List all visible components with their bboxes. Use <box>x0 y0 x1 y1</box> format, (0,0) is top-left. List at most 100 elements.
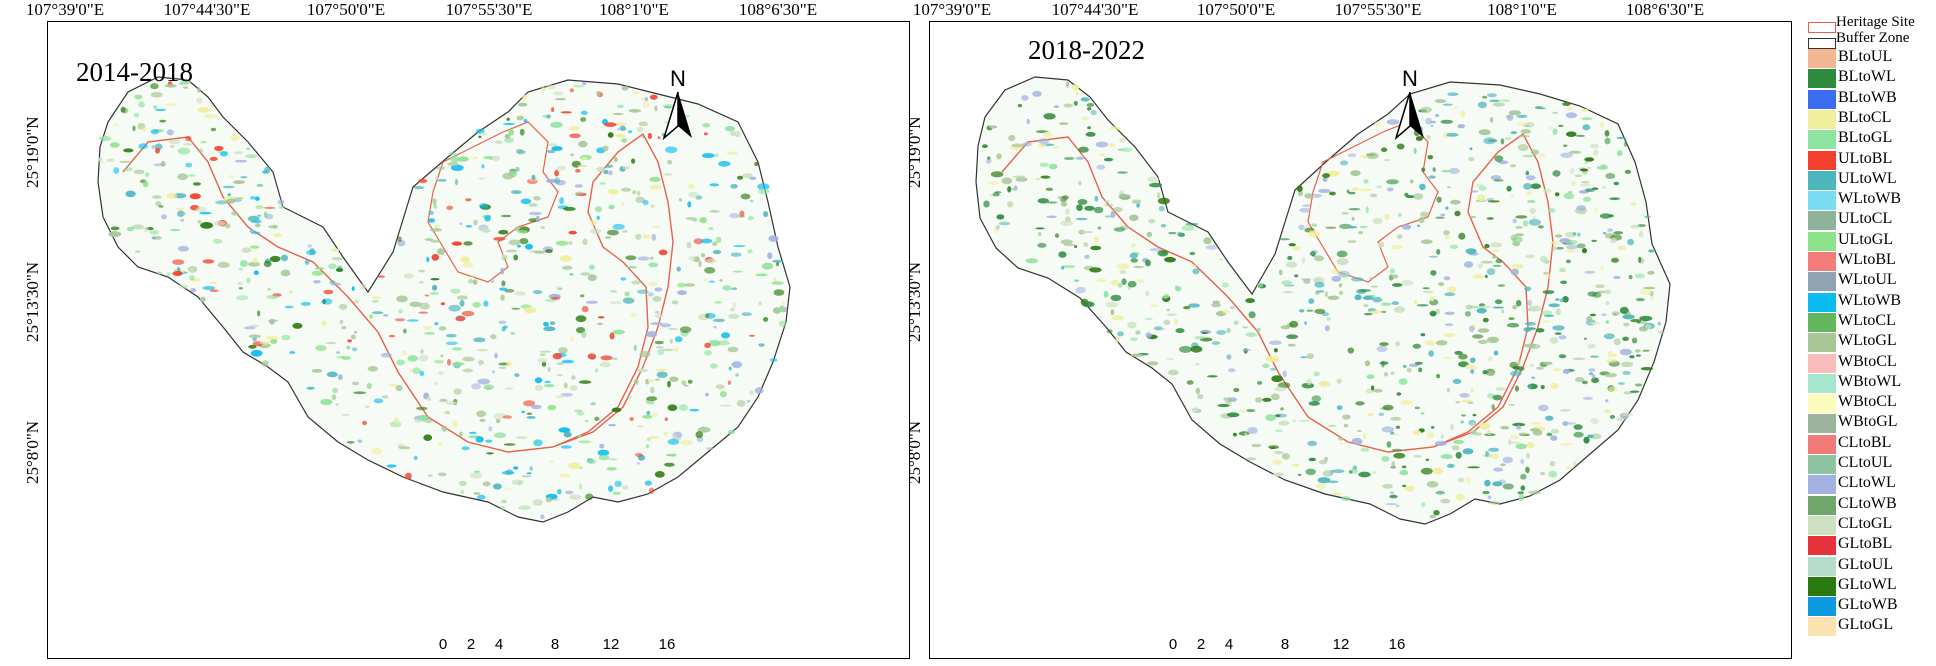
change-patch <box>1103 290 1109 298</box>
change-patch <box>362 420 367 426</box>
change-patch <box>1308 401 1320 406</box>
change-patch <box>1256 327 1261 333</box>
change-patch <box>264 166 271 174</box>
change-patch <box>569 273 574 276</box>
change-patch <box>149 229 159 235</box>
change-patch <box>1516 425 1522 430</box>
change-patch <box>626 396 632 399</box>
legend-swatch <box>1808 576 1836 596</box>
change-patch <box>1582 196 1592 202</box>
change-patch <box>1324 325 1330 332</box>
change-patch <box>338 303 348 310</box>
change-patch <box>1307 440 1318 446</box>
change-patch <box>1277 382 1291 389</box>
change-patch <box>612 491 622 495</box>
change-patch <box>1287 255 1293 261</box>
change-patch <box>330 248 340 252</box>
change-patch <box>1228 368 1236 373</box>
change-patch <box>1612 353 1618 357</box>
legend-label: BLtoCL <box>1838 108 1892 126</box>
change-patch <box>371 447 383 455</box>
change-patch <box>988 181 1000 185</box>
change-patch <box>1190 345 1203 353</box>
change-patch <box>1326 316 1331 321</box>
change-patch <box>526 412 533 415</box>
change-patch <box>1522 220 1529 227</box>
change-patch <box>1617 150 1623 157</box>
change-patch <box>502 172 514 180</box>
change-patch <box>209 289 219 293</box>
change-patch <box>1548 303 1560 308</box>
change-patch <box>681 380 687 386</box>
change-patch <box>621 85 629 91</box>
change-patch <box>589 219 598 226</box>
change-patch <box>1603 333 1615 340</box>
change-patch <box>731 361 743 369</box>
change-patch <box>364 405 370 408</box>
change-patch <box>473 337 486 343</box>
change-patch <box>1512 422 1526 427</box>
change-patch <box>1579 183 1591 187</box>
change-patch <box>714 153 719 158</box>
change-patch <box>1624 169 1632 174</box>
change-patch <box>540 514 545 520</box>
change-patch <box>529 211 542 216</box>
change-patch <box>1477 328 1490 333</box>
change-patch <box>741 312 752 316</box>
change-patch <box>599 182 606 185</box>
change-patch <box>1525 175 1536 181</box>
change-patch <box>1428 175 1436 179</box>
legend-label: GLtoUL <box>1838 555 1894 573</box>
change-patch <box>1493 467 1504 472</box>
change-patch <box>473 219 478 226</box>
change-patch <box>504 133 511 139</box>
change-patch <box>560 445 572 449</box>
change-patch <box>1351 437 1363 445</box>
change-patch <box>428 210 434 216</box>
change-patch <box>1517 135 1530 138</box>
change-patch <box>638 121 648 127</box>
change-patch <box>388 334 396 338</box>
change-patch <box>1502 483 1514 490</box>
change-patch <box>1080 116 1090 121</box>
change-patch <box>989 125 998 129</box>
legend-item: BLtoGL <box>1808 129 1936 150</box>
change-patch <box>501 253 505 261</box>
change-patch <box>1115 336 1120 343</box>
change-patch <box>1464 311 1471 317</box>
change-patch <box>1287 343 1296 347</box>
change-patch <box>195 206 207 213</box>
change-patch <box>1453 439 1464 445</box>
change-patch <box>1399 470 1409 476</box>
change-patch <box>256 183 264 187</box>
change-patch <box>574 184 583 188</box>
change-patch <box>1413 454 1422 458</box>
legend-item: ULtoGL <box>1808 231 1936 252</box>
legend-label: ULtoBL <box>1838 149 1893 167</box>
change-patch <box>560 111 572 114</box>
change-patch <box>213 220 226 226</box>
change-patch <box>1599 122 1605 128</box>
change-patch <box>1266 355 1280 363</box>
legend-label: WLtoWB <box>1838 190 1902 208</box>
change-patch <box>994 191 1002 194</box>
change-patch <box>133 169 145 175</box>
change-patch <box>445 333 457 338</box>
change-patch <box>304 259 310 265</box>
change-patch <box>430 239 441 243</box>
change-patch <box>1520 485 1526 491</box>
change-patch <box>1317 290 1325 293</box>
change-patch <box>677 282 686 288</box>
change-patch <box>459 431 463 438</box>
change-patch <box>1531 376 1536 380</box>
change-patch <box>676 266 681 272</box>
change-patch <box>533 196 541 201</box>
change-patch <box>687 183 695 190</box>
change-patch <box>1317 188 1331 193</box>
change-patch <box>1414 361 1423 365</box>
change-patch <box>1542 361 1553 365</box>
change-patch <box>1017 104 1023 108</box>
legend-label: GLtoWL <box>1838 575 1897 593</box>
change-patch <box>532 290 543 295</box>
change-patch <box>1524 343 1537 348</box>
